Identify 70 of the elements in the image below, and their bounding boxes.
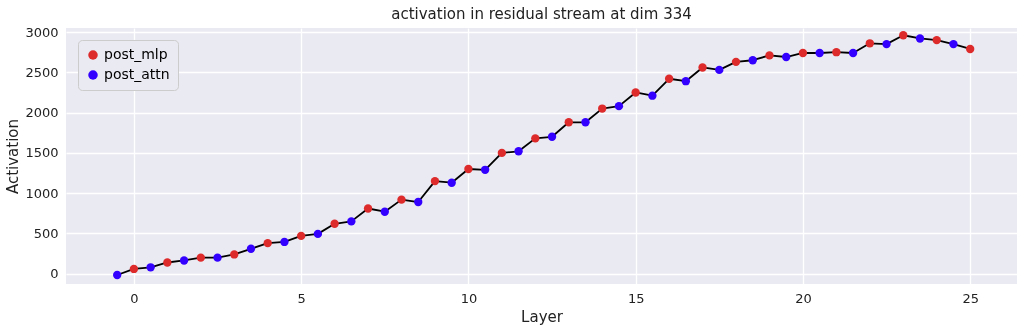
point [397, 195, 406, 204]
y-axis-title: Activation [4, 118, 23, 195]
point [163, 258, 172, 267]
point [213, 253, 222, 262]
point [113, 270, 122, 280]
point [330, 219, 339, 228]
point [765, 51, 774, 60]
point [798, 48, 808, 58]
point [748, 56, 757, 65]
point [296, 231, 306, 241]
point [631, 88, 640, 97]
point [196, 253, 205, 262]
point [430, 176, 440, 186]
point [380, 207, 389, 216]
point [263, 238, 272, 248]
point [648, 91, 657, 100]
point [882, 39, 891, 49]
point [899, 31, 908, 40]
point [363, 204, 373, 213]
x-tick-label: 5 [297, 290, 306, 306]
point [464, 164, 473, 174]
point [932, 35, 941, 45]
point [246, 244, 256, 253]
y-tick-label: 1000 [25, 185, 59, 201]
point [179, 256, 189, 265]
legend-label: post_attn [104, 66, 170, 82]
point [782, 52, 791, 62]
y-tick-label: 500 [33, 225, 59, 241]
point [848, 48, 858, 58]
y-tick-label: 2500 [25, 64, 59, 80]
point [497, 148, 507, 158]
point [313, 229, 323, 239]
point [598, 104, 607, 113]
point [347, 217, 356, 226]
x-axis-title: Layer [521, 307, 564, 326]
point [664, 74, 674, 83]
y-tick-label: 2000 [25, 105, 59, 121]
y-tick-label: 3000 [25, 24, 59, 40]
point [815, 48, 824, 58]
point [681, 77, 691, 86]
point [564, 118, 573, 127]
x-tick-label: 25 [962, 290, 979, 306]
point [280, 237, 289, 247]
point [146, 263, 155, 272]
point [965, 44, 975, 54]
point [230, 250, 239, 259]
x-tick-label: 10 [460, 290, 478, 306]
point [731, 57, 741, 67]
y-tick-label: 1500 [25, 145, 59, 161]
point [129, 264, 139, 274]
chart-title: activation in residual stream at dim 334 [391, 5, 692, 24]
point [414, 197, 423, 207]
point [698, 63, 707, 72]
x-tick-label: 0 [130, 290, 139, 306]
point [447, 178, 456, 187]
x-tick-label: 20 [795, 290, 812, 306]
point [614, 101, 624, 111]
point [581, 118, 590, 127]
point [514, 147, 523, 156]
point [715, 65, 724, 75]
point [480, 165, 490, 174]
point [547, 132, 557, 141]
point [832, 48, 841, 57]
point [949, 39, 958, 49]
x-tick-label: 15 [627, 290, 645, 306]
point [915, 34, 925, 43]
legend-label: post_mlp [104, 46, 168, 62]
point [865, 39, 874, 48]
y-tick-label: 0 [50, 266, 59, 282]
point [531, 134, 540, 143]
